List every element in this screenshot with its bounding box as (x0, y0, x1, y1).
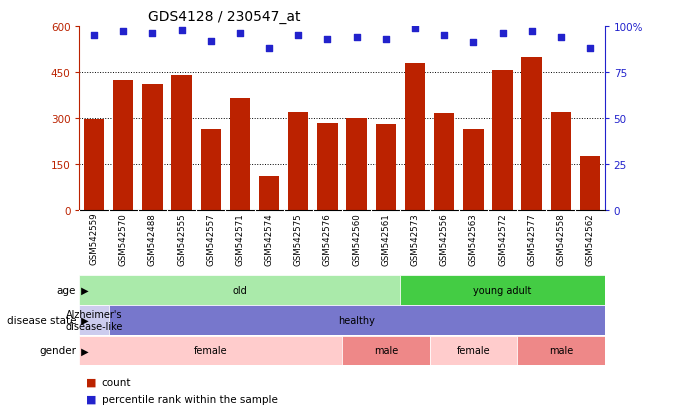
Point (117, 29, 129, 36)
Point (147, 31, 158, 38)
Text: GSM542556: GSM542556 (439, 212, 448, 265)
Point (556, 35, 567, 41)
Point (205, 38, 216, 45)
Bar (342, 336, 430, 366)
Text: ▶: ▶ (78, 315, 88, 325)
Bar (492, 71, 513, 211)
Bar (463, 129, 484, 211)
Text: GSM542575: GSM542575 (294, 212, 303, 265)
Point (468, 40, 479, 47)
Point (88, 33, 100, 39)
Point (439, 33, 450, 39)
Text: GSM542558: GSM542558 (556, 212, 565, 265)
Bar (317, 123, 338, 211)
Bar (229, 99, 250, 211)
Point (380, 36, 391, 43)
Point (526, 29, 537, 36)
Point (497, 31, 508, 38)
Point (585, 45, 596, 52)
Text: GSM542559: GSM542559 (90, 212, 99, 265)
Text: age: age (57, 285, 76, 295)
Text: male: male (549, 346, 573, 356)
Text: GSM542570: GSM542570 (119, 212, 128, 265)
Text: old: old (233, 285, 247, 295)
Text: gender: gender (39, 346, 76, 356)
Text: GSM542555: GSM542555 (177, 212, 186, 265)
Bar (430, 336, 517, 366)
Text: GSM542577: GSM542577 (527, 212, 536, 265)
Text: male: male (374, 346, 398, 356)
Text: GSM542573: GSM542573 (410, 212, 419, 265)
Text: ■: ■ (86, 394, 100, 404)
Text: ▶: ▶ (78, 346, 88, 356)
Bar (400, 275, 605, 305)
Bar (580, 157, 600, 211)
Bar (79, 306, 108, 335)
Bar (171, 76, 192, 211)
Bar (79, 336, 342, 366)
Text: female: female (194, 346, 227, 356)
Text: GSM542572: GSM542572 (498, 212, 507, 265)
Text: ▶: ▶ (78, 285, 88, 295)
Point (293, 33, 304, 39)
Text: GSM542561: GSM542561 (381, 212, 390, 265)
Bar (405, 64, 425, 211)
Point (176, 27, 187, 34)
Bar (522, 57, 542, 211)
Text: count: count (102, 377, 131, 387)
Bar (376, 125, 396, 211)
Point (234, 31, 245, 38)
Point (410, 25, 421, 32)
Bar (288, 112, 308, 211)
Point (351, 35, 362, 41)
Text: GSM542574: GSM542574 (265, 212, 274, 265)
Text: healthy: healthy (338, 315, 375, 325)
Bar (434, 114, 455, 211)
Text: ■: ■ (86, 377, 100, 387)
Bar (200, 129, 221, 211)
Bar (113, 81, 133, 211)
Text: GSM542576: GSM542576 (323, 212, 332, 265)
Text: GSM542560: GSM542560 (352, 212, 361, 265)
Text: disease state: disease state (6, 315, 76, 325)
Text: GSM542488: GSM542488 (148, 212, 157, 265)
Text: GSM542571: GSM542571 (236, 212, 245, 265)
Bar (346, 119, 367, 211)
Bar (142, 85, 162, 211)
Text: female: female (457, 346, 490, 356)
Text: young adult: young adult (473, 285, 531, 295)
Bar (551, 112, 571, 211)
Point (322, 36, 333, 43)
Bar (259, 177, 279, 211)
Text: percentile rank within the sample: percentile rank within the sample (102, 394, 278, 404)
Text: GDS4128 / 230547_at: GDS4128 / 230547_at (148, 10, 300, 24)
Text: GSM542562: GSM542562 (585, 212, 594, 265)
Point (263, 45, 274, 52)
Bar (79, 275, 400, 305)
Text: GSM542557: GSM542557 (206, 212, 216, 265)
Bar (84, 120, 104, 211)
Text: GSM542563: GSM542563 (468, 212, 478, 265)
Text: Alzheimer's
disease-like: Alzheimer's disease-like (66, 309, 123, 331)
Bar (517, 336, 605, 366)
